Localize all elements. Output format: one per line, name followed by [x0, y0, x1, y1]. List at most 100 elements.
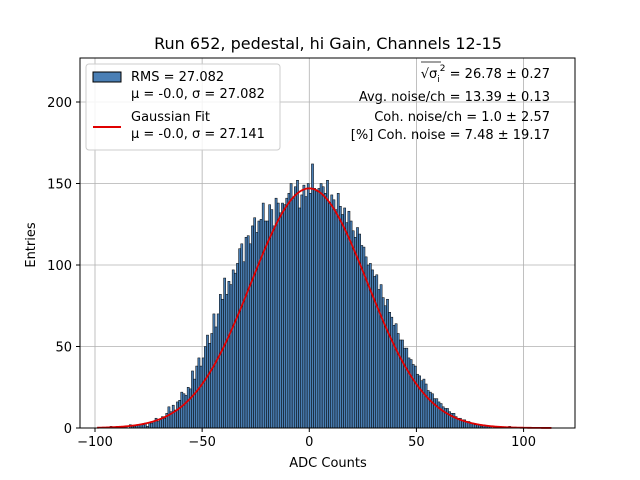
histogram-bar — [300, 194, 304, 429]
histogram-bar — [375, 274, 379, 429]
histogram-bar — [291, 197, 295, 429]
legend-fit-label: Gaussian Fit — [131, 110, 210, 125]
histogram-bar — [366, 264, 370, 429]
histogram-bar — [452, 413, 456, 429]
histogram-bar — [407, 357, 411, 429]
histogram-bar — [186, 387, 190, 429]
histogram-bar — [199, 365, 203, 429]
histogram-bar — [246, 235, 250, 429]
histogram-bar — [257, 220, 261, 429]
histogram-bar — [330, 194, 334, 429]
histogram-bar — [279, 212, 282, 429]
histogram-bar — [411, 364, 415, 429]
histogram-bar — [403, 347, 406, 429]
histogram-bar — [219, 294, 222, 429]
histogram-bar — [225, 294, 229, 429]
histogram-bar — [229, 284, 233, 429]
histogram-bar — [414, 365, 417, 429]
y-tick-label: 150 — [47, 178, 72, 193]
histogram-bar — [197, 357, 201, 429]
sigma-superscript: 2 — [440, 64, 446, 74]
histogram-bar — [343, 207, 346, 429]
histogram-bar — [345, 222, 349, 429]
histogram-bar — [244, 237, 248, 429]
histogram-bar — [328, 202, 331, 429]
histogram-bar — [204, 346, 207, 429]
histogram-bar — [276, 202, 280, 429]
histogram-bar — [388, 312, 391, 429]
gaussian-fit-curve — [97, 187, 552, 429]
histogram-bar — [261, 202, 265, 429]
sqrt-symbol: √ — [421, 67, 430, 82]
histogram-bar — [167, 406, 171, 429]
histogram-bar — [298, 207, 301, 429]
histogram-bar — [439, 403, 443, 429]
axes-layer: −100 −50 0 50 100 0 50 100 150 200 — [47, 57, 576, 450]
histogram-bar — [401, 339, 404, 429]
histogram-bar — [349, 220, 353, 429]
histogram-bar — [174, 409, 177, 429]
histogram-bar — [347, 210, 351, 429]
histogram-bar — [296, 179, 299, 429]
histogram-bar — [416, 373, 419, 429]
histogram-bar — [354, 237, 357, 429]
sigma-symbol: σ — [429, 67, 437, 82]
histogram-bar — [285, 197, 289, 429]
histogram-bar — [336, 193, 340, 429]
histogram-bar — [227, 281, 231, 429]
legend-frame — [85, 63, 281, 151]
histogram-bar — [283, 204, 286, 429]
histogram-bar — [341, 214, 344, 429]
histogram-bar — [420, 380, 424, 429]
y-tick-label: 200 — [47, 96, 72, 111]
stat-avg-noise: Avg. noise/ch = 13.39 ± 0.13 — [359, 90, 550, 105]
stat-coh-noise-percent: [%] Coh. noise = 7.48 ± 19.17 — [351, 128, 550, 143]
histogram-bar — [255, 232, 259, 429]
histogram-bar — [426, 390, 430, 429]
histogram-bar — [266, 220, 269, 429]
legend-histogram-label: RMS = 27.082 — [131, 70, 224, 85]
histogram-bar — [180, 391, 184, 429]
histogram-bar — [163, 417, 166, 429]
histogram-bar — [332, 199, 336, 429]
y-tick-label: 0 — [64, 422, 72, 437]
histogram-bar — [270, 209, 274, 429]
histogram-bar — [156, 421, 160, 429]
histogram-bar — [201, 357, 205, 429]
histogram-bar — [182, 393, 186, 429]
histogram-bar — [311, 163, 314, 429]
histogram-bar — [437, 401, 441, 429]
x-tick-label: −100 — [77, 435, 113, 450]
x-tick-label: −50 — [188, 435, 215, 450]
histogram-bar — [221, 298, 224, 429]
histogram-bar — [259, 219, 263, 429]
histogram-bar — [253, 217, 256, 429]
histogram-bar — [249, 243, 252, 429]
histogram-bar — [294, 186, 297, 429]
histogram-bar — [287, 193, 291, 429]
histogram-bar — [405, 347, 409, 429]
histogram-bar — [315, 191, 319, 429]
histogram-bar — [409, 359, 413, 429]
histogram-bar — [446, 408, 449, 429]
y-axis-label: Entries — [24, 222, 39, 268]
histogram-bar — [289, 183, 293, 429]
chart-title: Run 652, pedestal, hi Gain, Channels 12-… — [154, 34, 502, 53]
histogram-bar — [386, 298, 389, 429]
histogram-bar — [390, 316, 394, 429]
legend-fit-stats: μ = -0.0, σ = 27.141 — [131, 127, 265, 142]
histogram-bar — [240, 243, 244, 429]
y-tick-label: 100 — [47, 259, 72, 274]
histogram-bar — [326, 179, 329, 429]
histogram-bar — [150, 422, 154, 429]
histogram-bar — [319, 183, 323, 429]
stat-coh-noise: Coh. noise/ch = 1.0 ± 2.57 — [374, 110, 550, 125]
stat-sigma-sum: √σi2 = 26.78 ± 0.27 — [421, 64, 550, 85]
histogram-bar — [281, 202, 284, 429]
histogram-bar — [210, 333, 214, 429]
histogram-bar — [424, 383, 428, 429]
histogram-bar — [431, 393, 434, 429]
histogram-bar — [379, 284, 383, 429]
